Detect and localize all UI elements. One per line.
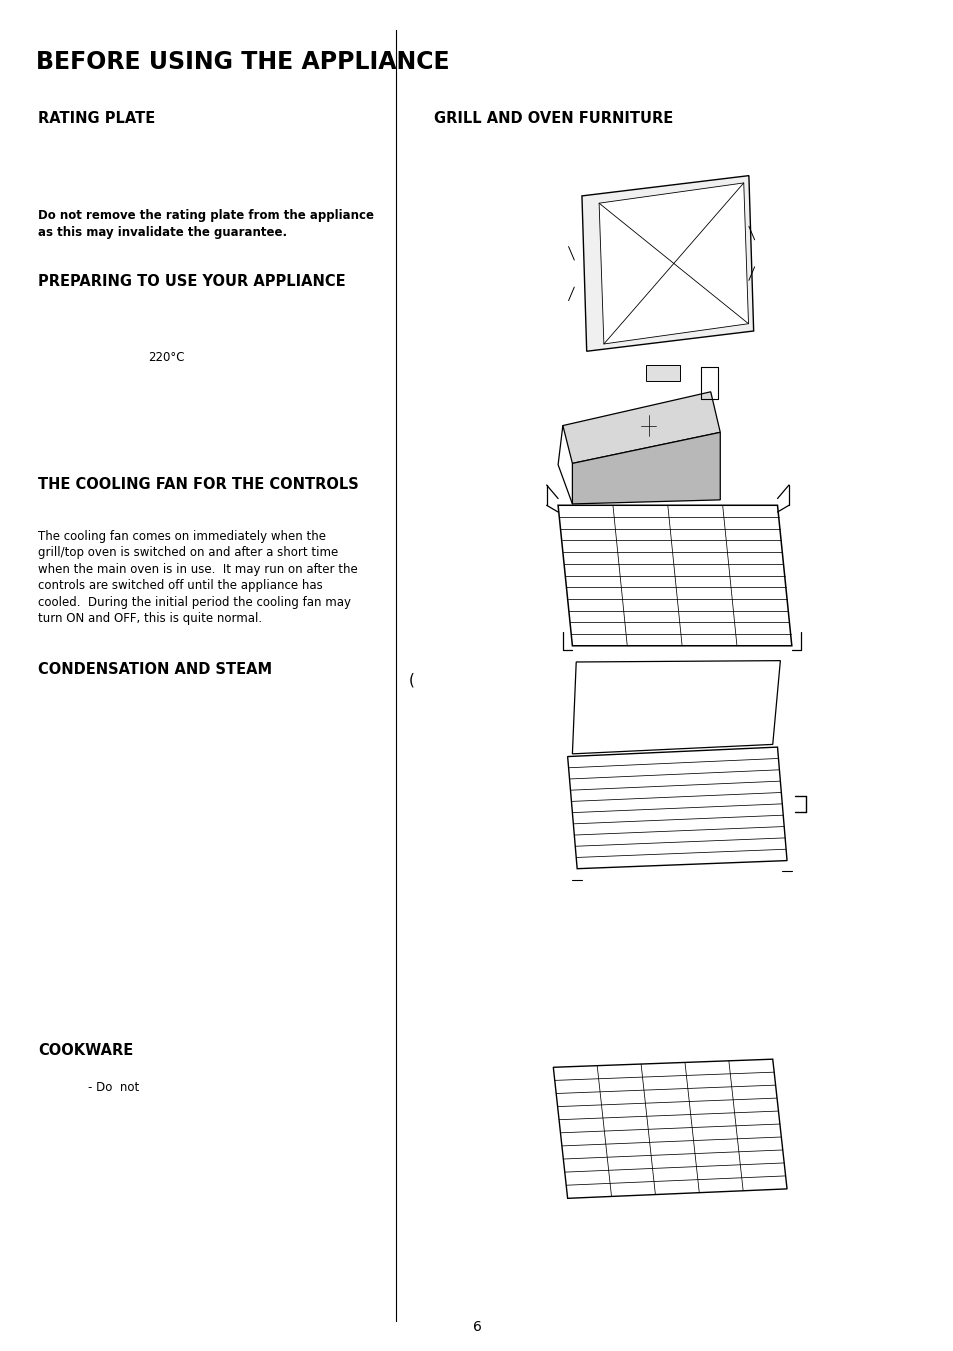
Polygon shape (572, 661, 780, 754)
Text: (: ( (408, 671, 414, 688)
Polygon shape (567, 747, 786, 869)
Text: GRILL AND OVEN FURNITURE: GRILL AND OVEN FURNITURE (434, 111, 673, 126)
Polygon shape (558, 505, 791, 646)
Text: 6: 6 (472, 1320, 481, 1333)
Text: 220°C: 220°C (148, 351, 184, 365)
Polygon shape (645, 365, 679, 381)
Text: Do not remove the rating plate from the appliance
as this may invalidate the gua: Do not remove the rating plate from the … (38, 209, 374, 239)
Text: BEFORE USING THE APPLIANCE: BEFORE USING THE APPLIANCE (36, 50, 450, 74)
Text: THE COOLING FAN FOR THE CONTROLS: THE COOLING FAN FOR THE CONTROLS (38, 477, 358, 492)
Text: - Do  not: - Do not (88, 1081, 139, 1094)
Polygon shape (598, 182, 748, 345)
Text: The cooling fan comes on immediately when the
grill/top oven is switched on and : The cooling fan comes on immediately whe… (38, 530, 357, 626)
Text: COOKWARE: COOKWARE (38, 1043, 133, 1058)
Polygon shape (572, 432, 720, 504)
Polygon shape (581, 176, 753, 351)
Polygon shape (553, 1059, 786, 1198)
Text: PREPARING TO USE YOUR APPLIANCE: PREPARING TO USE YOUR APPLIANCE (38, 274, 345, 289)
Polygon shape (562, 392, 720, 463)
Text: RATING PLATE: RATING PLATE (38, 111, 155, 126)
Text: CONDENSATION AND STEAM: CONDENSATION AND STEAM (38, 662, 272, 677)
